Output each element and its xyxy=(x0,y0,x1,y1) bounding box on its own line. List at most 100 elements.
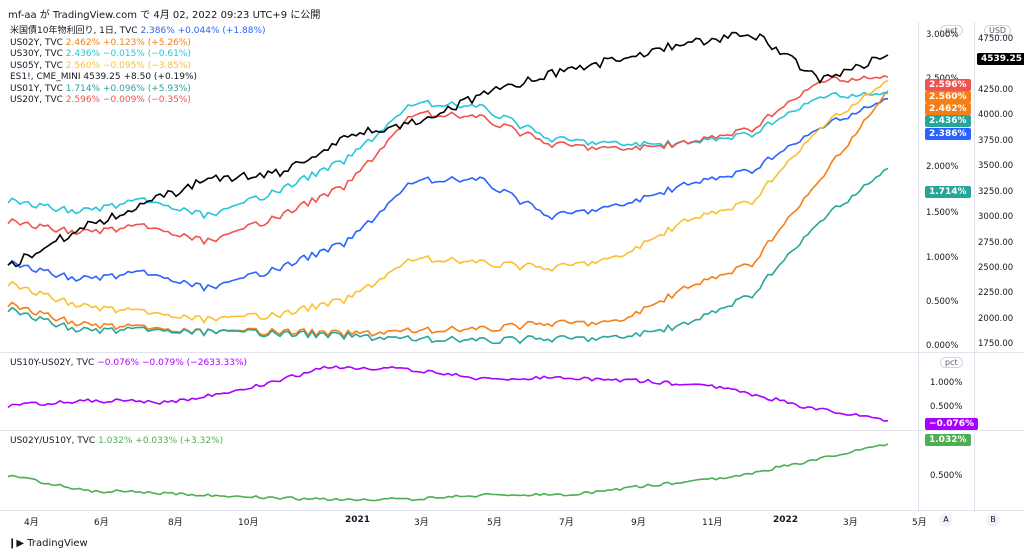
series-line-us02y-us10y[interactable] xyxy=(7,443,889,502)
legend-change: +0.044% (+1.88%) xyxy=(177,26,266,36)
legend-name: ES1!, CME_MINI xyxy=(10,72,81,82)
pct-tick-spread2: 0.500% xyxy=(930,471,963,481)
legend-change: −0.079% (−2633.33%) xyxy=(141,358,248,368)
axis-divider-pct xyxy=(918,22,919,512)
legend-name: US02Y/US10Y, TVC xyxy=(10,436,96,446)
time-tick: 2021 xyxy=(345,515,371,525)
usd-tick: 2500.00 xyxy=(978,263,1014,273)
time-tick: 10月 xyxy=(238,518,259,528)
price-tag-es: 4539.25 xyxy=(977,53,1024,65)
legend-name: US20Y, TVC xyxy=(10,95,63,105)
legend-row[interactable]: US30Y, TVC 2.436% −0.015% (−0.61%) xyxy=(10,49,266,61)
pct-unit-badge-spread1[interactable]: pct xyxy=(940,357,963,368)
legend-row[interactable]: 米国債10年物利回り, 1日, TVC 2.386% +0.044% (+1.8… xyxy=(10,26,266,38)
usd-tick: 1750.00 xyxy=(978,339,1014,349)
series-line-us30y[interactable] xyxy=(7,91,889,220)
legend-spread1[interactable]: US10Y-US02Y, TVC −0.076% −0.079% (−2633.… xyxy=(10,358,247,370)
legend-change: −0.009% (−0.35%) xyxy=(103,95,191,105)
legend-value: −0.076% xyxy=(97,358,140,368)
legend-value: 2.560% xyxy=(65,60,101,71)
legend-row[interactable]: US05Y, TVC 2.560% −0.095% (−3.85%) xyxy=(10,61,266,73)
legend-spread2[interactable]: US02Y/US10Y, TVC 1.032% +0.033% (+3.32%) xyxy=(10,436,223,448)
legend-name: US30Y, TVC xyxy=(10,49,63,59)
pct-tick: 0.500% xyxy=(926,297,959,307)
legend-name: US01Y, TVC xyxy=(10,83,63,94)
pct-tick: 0.000% xyxy=(926,341,959,351)
legend-row[interactable]: US01Y, TVC 1.714% +0.096% (+5.93%) xyxy=(10,84,266,96)
auto-scale-button[interactable]: A xyxy=(939,513,953,527)
price-tag-us05y: 2.560% xyxy=(925,91,971,103)
log-scale-button[interactable]: B xyxy=(986,513,1000,527)
legend-value: 2.596% xyxy=(65,95,101,105)
time-tick: 5月 xyxy=(487,518,502,528)
time-tick: 7月 xyxy=(559,518,574,528)
series-line-us02y[interactable] xyxy=(7,90,889,339)
pct-tick: 1.500% xyxy=(926,208,959,218)
tradingview-logo-icon: ❙▶ xyxy=(8,538,25,549)
legend-value: 2.386% xyxy=(140,26,175,36)
legend-change: +0.033% (+3.32%) xyxy=(135,436,224,446)
legend-value: 2.436% xyxy=(65,49,101,59)
pct-tick: 1.000% xyxy=(926,253,959,263)
pct-tick: 2.000% xyxy=(926,162,959,172)
pct-tick: 3.000% xyxy=(926,30,959,40)
time-tick: 9月 xyxy=(631,518,646,528)
legend-change: +0.123% (+5.26%) xyxy=(103,37,191,48)
price-tag-spread2: 1.032% xyxy=(925,434,971,446)
legend-change: −0.015% (−0.61%) xyxy=(103,49,191,59)
pane-divider-2 xyxy=(0,430,1024,431)
legend-name: US10Y-US02Y, TVC xyxy=(10,358,95,368)
pct-tick-spread1: 1.000% xyxy=(930,378,963,388)
price-tag-spread1: −0.076% xyxy=(925,418,979,430)
legend-name: US05Y, TVC xyxy=(10,60,63,71)
legend-value: 4539.25 xyxy=(83,72,121,82)
series-line-us20y[interactable] xyxy=(7,75,889,246)
legend-value: 1.714% xyxy=(65,83,101,94)
usd-tick: 3500.00 xyxy=(978,161,1014,171)
price-tag-us10y: 2.386% xyxy=(925,128,971,140)
pane-divider-1 xyxy=(0,352,1024,353)
legend-value: 2.462% xyxy=(65,37,101,48)
usd-tick: 2250.00 xyxy=(978,288,1014,298)
legend-change: −0.095% (−3.85%) xyxy=(103,60,191,71)
pct-unit-badge[interactable]: pct xyxy=(940,25,963,36)
price-tag-us30y: 2.436% xyxy=(925,115,971,127)
price-tag-us20y: 2.596% xyxy=(925,79,971,91)
series-line-us01y[interactable] xyxy=(7,167,889,345)
legend-name: US02Y, TVC xyxy=(10,37,63,48)
time-tick: 8月 xyxy=(168,518,183,528)
price-tag-us02y: 2.462% xyxy=(925,103,971,115)
axis-divider-usd xyxy=(974,22,975,512)
time-tick: 5月 xyxy=(912,518,927,528)
usd-tick: 4750.00 xyxy=(978,34,1014,44)
series-line-us05y[interactable] xyxy=(7,79,889,324)
series-line-us10y[interactable] xyxy=(7,97,889,292)
usd-tick: 4000.00 xyxy=(978,110,1014,120)
time-axis-divider xyxy=(0,510,1024,511)
footer-brand: TradingView xyxy=(27,538,88,549)
legend-value: 1.032% xyxy=(98,436,133,446)
usd-tick: 3750.00 xyxy=(978,136,1014,146)
usd-tick: 3250.00 xyxy=(978,187,1014,197)
legend-row[interactable]: ES1!, CME_MINI 4539.25 +8.50 (+0.19%) xyxy=(10,72,266,84)
usd-unit-badge[interactable]: USD xyxy=(984,25,1012,36)
usd-tick: 2750.00 xyxy=(978,238,1014,248)
publish-header: mf-aa が TradingView.com で 4月 02, 2022 09… xyxy=(8,10,321,21)
usd-tick: 4250.00 xyxy=(978,85,1014,95)
footer: ❙▶ TradingView xyxy=(8,538,88,549)
series-line-es1-[interactable] xyxy=(7,31,889,268)
time-tick: 11月 xyxy=(702,518,723,528)
time-tick: 3月 xyxy=(414,518,429,528)
time-tick: 4月 xyxy=(24,518,39,528)
legend-change: +0.096% (+5.93%) xyxy=(103,83,191,94)
legend-row[interactable]: US02Y, TVC 2.462% +0.123% (+5.26%) xyxy=(10,38,266,50)
price-tag-us01y: 1.714% xyxy=(925,186,971,198)
usd-tick: 3000.00 xyxy=(978,212,1014,222)
legend-name: 米国債10年物利回り, 1日, TVC xyxy=(10,26,138,36)
legend-main: 米国債10年物利回り, 1日, TVC 2.386% +0.044% (+1.8… xyxy=(10,26,266,107)
series-line-us10y-us02y[interactable] xyxy=(7,365,889,422)
legend-change: +8.50 (+0.19%) xyxy=(123,72,198,82)
time-tick: 3月 xyxy=(843,518,858,528)
legend-row[interactable]: US20Y, TVC 2.596% −0.009% (−0.35%) xyxy=(10,95,266,107)
